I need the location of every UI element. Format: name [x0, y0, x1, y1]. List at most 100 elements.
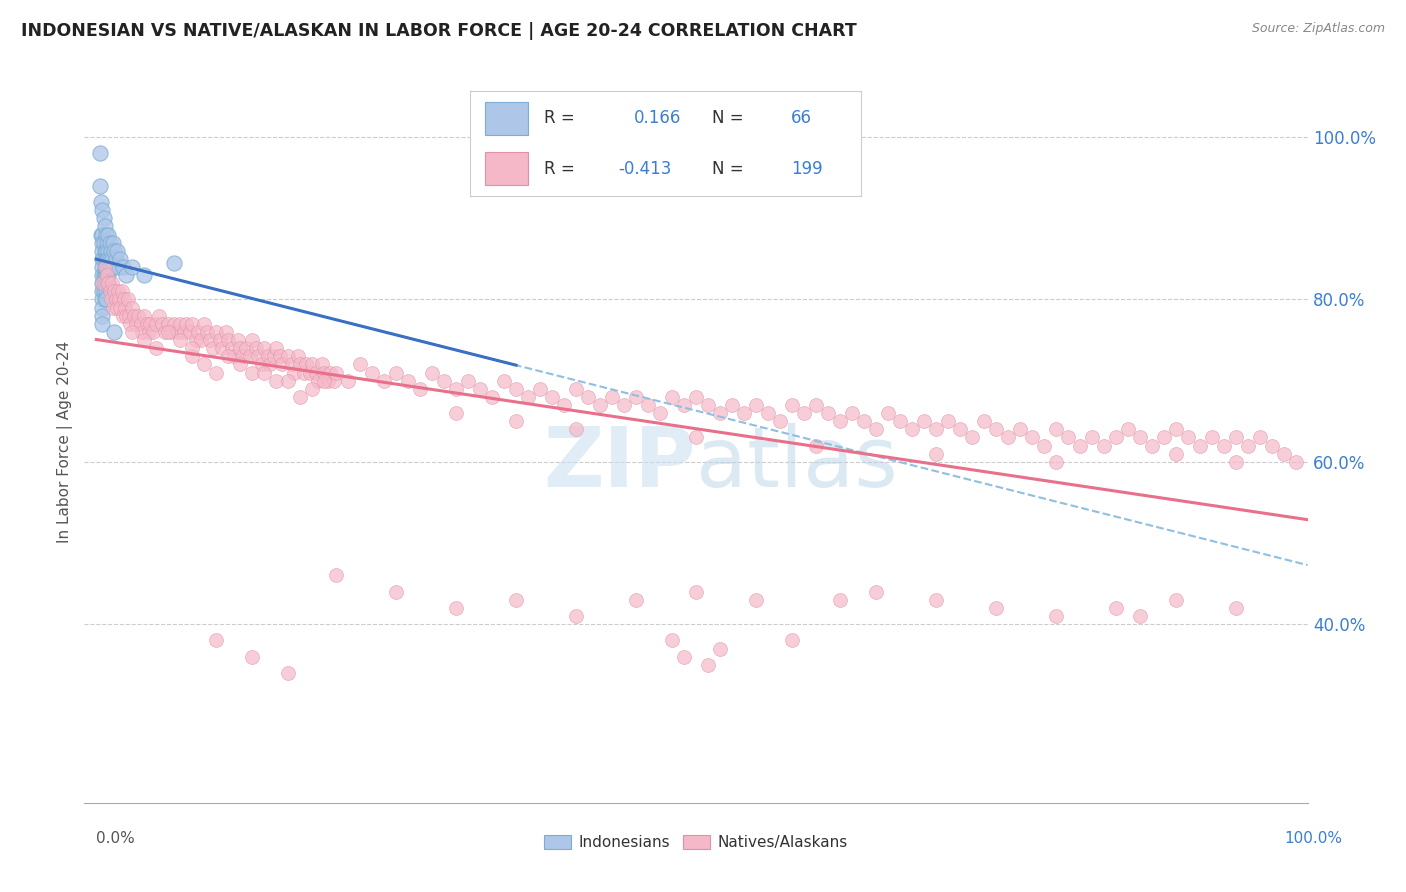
Point	[111, 309, 134, 323]
Point	[672, 649, 695, 664]
Point	[111, 260, 134, 274]
Point	[685, 430, 707, 444]
Point	[661, 390, 683, 404]
Point	[444, 382, 467, 396]
Point	[97, 252, 120, 266]
Point	[117, 293, 139, 307]
Point	[98, 252, 121, 266]
Point	[925, 422, 948, 436]
Point	[96, 252, 118, 266]
Point	[91, 309, 114, 323]
Text: 100.0%: 100.0%	[1285, 831, 1343, 846]
Point	[253, 366, 276, 380]
Point	[153, 325, 176, 339]
Point	[613, 398, 636, 412]
Text: 0.0%: 0.0%	[96, 831, 135, 846]
Point	[1164, 592, 1187, 607]
Point	[121, 260, 143, 274]
Point	[481, 390, 503, 404]
Point	[114, 301, 136, 315]
Point	[307, 374, 329, 388]
Point	[90, 195, 112, 210]
Point	[93, 211, 115, 226]
Point	[1045, 422, 1067, 436]
Point	[1164, 422, 1187, 436]
Point	[316, 374, 339, 388]
Point	[93, 268, 117, 282]
Point	[127, 309, 149, 323]
Point	[240, 649, 263, 664]
Point	[94, 285, 117, 299]
Point	[91, 244, 114, 258]
Point	[229, 358, 252, 372]
Point	[90, 227, 112, 242]
Point	[89, 178, 111, 193]
Point	[769, 414, 792, 428]
Point	[184, 333, 207, 347]
Point	[107, 285, 129, 299]
Point	[433, 374, 456, 388]
Point	[290, 358, 312, 372]
Point	[100, 293, 122, 307]
Point	[235, 341, 257, 355]
Point	[997, 430, 1019, 444]
Point	[264, 374, 287, 388]
Point	[828, 592, 851, 607]
Point	[96, 277, 118, 291]
Point	[135, 317, 157, 331]
Point	[1225, 455, 1247, 469]
Point	[1045, 609, 1067, 624]
Point	[804, 398, 827, 412]
Point	[565, 609, 588, 624]
Point	[217, 349, 239, 363]
Point	[121, 325, 143, 339]
Point	[93, 285, 115, 299]
Point	[91, 252, 114, 266]
Point	[396, 374, 419, 388]
Point	[1045, 455, 1067, 469]
Point	[240, 366, 263, 380]
Point	[221, 341, 243, 355]
Point	[301, 382, 323, 396]
Point	[93, 244, 117, 258]
Point	[295, 358, 318, 372]
Point	[134, 333, 156, 347]
Point	[148, 309, 170, 323]
Point	[101, 277, 124, 291]
Point	[94, 227, 117, 242]
Point	[697, 657, 720, 672]
Point	[163, 317, 186, 331]
Point	[804, 439, 827, 453]
Point	[925, 447, 948, 461]
Point	[709, 406, 731, 420]
Point	[949, 422, 972, 436]
Point	[420, 366, 443, 380]
Point	[110, 252, 132, 266]
Point	[226, 333, 249, 347]
Point	[208, 333, 231, 347]
Point	[129, 317, 152, 331]
Point	[828, 414, 851, 428]
Point	[852, 414, 875, 428]
Point	[94, 293, 117, 307]
Point	[553, 398, 575, 412]
Point	[103, 285, 125, 299]
Point	[1236, 439, 1258, 453]
Point	[637, 398, 659, 412]
Point	[200, 333, 222, 347]
Point	[1080, 430, 1102, 444]
Point	[97, 227, 120, 242]
Y-axis label: In Labor Force | Age 20-24: In Labor Force | Age 20-24	[58, 341, 73, 542]
Point	[103, 244, 125, 258]
Point	[169, 317, 191, 331]
Point	[960, 430, 983, 444]
Point	[98, 260, 121, 274]
Text: atlas: atlas	[696, 423, 897, 504]
Point	[984, 601, 1007, 615]
Point	[468, 382, 491, 396]
Point	[281, 358, 304, 372]
Point	[253, 341, 276, 355]
Point	[224, 349, 246, 363]
Point	[277, 374, 299, 388]
Point	[1032, 439, 1054, 453]
